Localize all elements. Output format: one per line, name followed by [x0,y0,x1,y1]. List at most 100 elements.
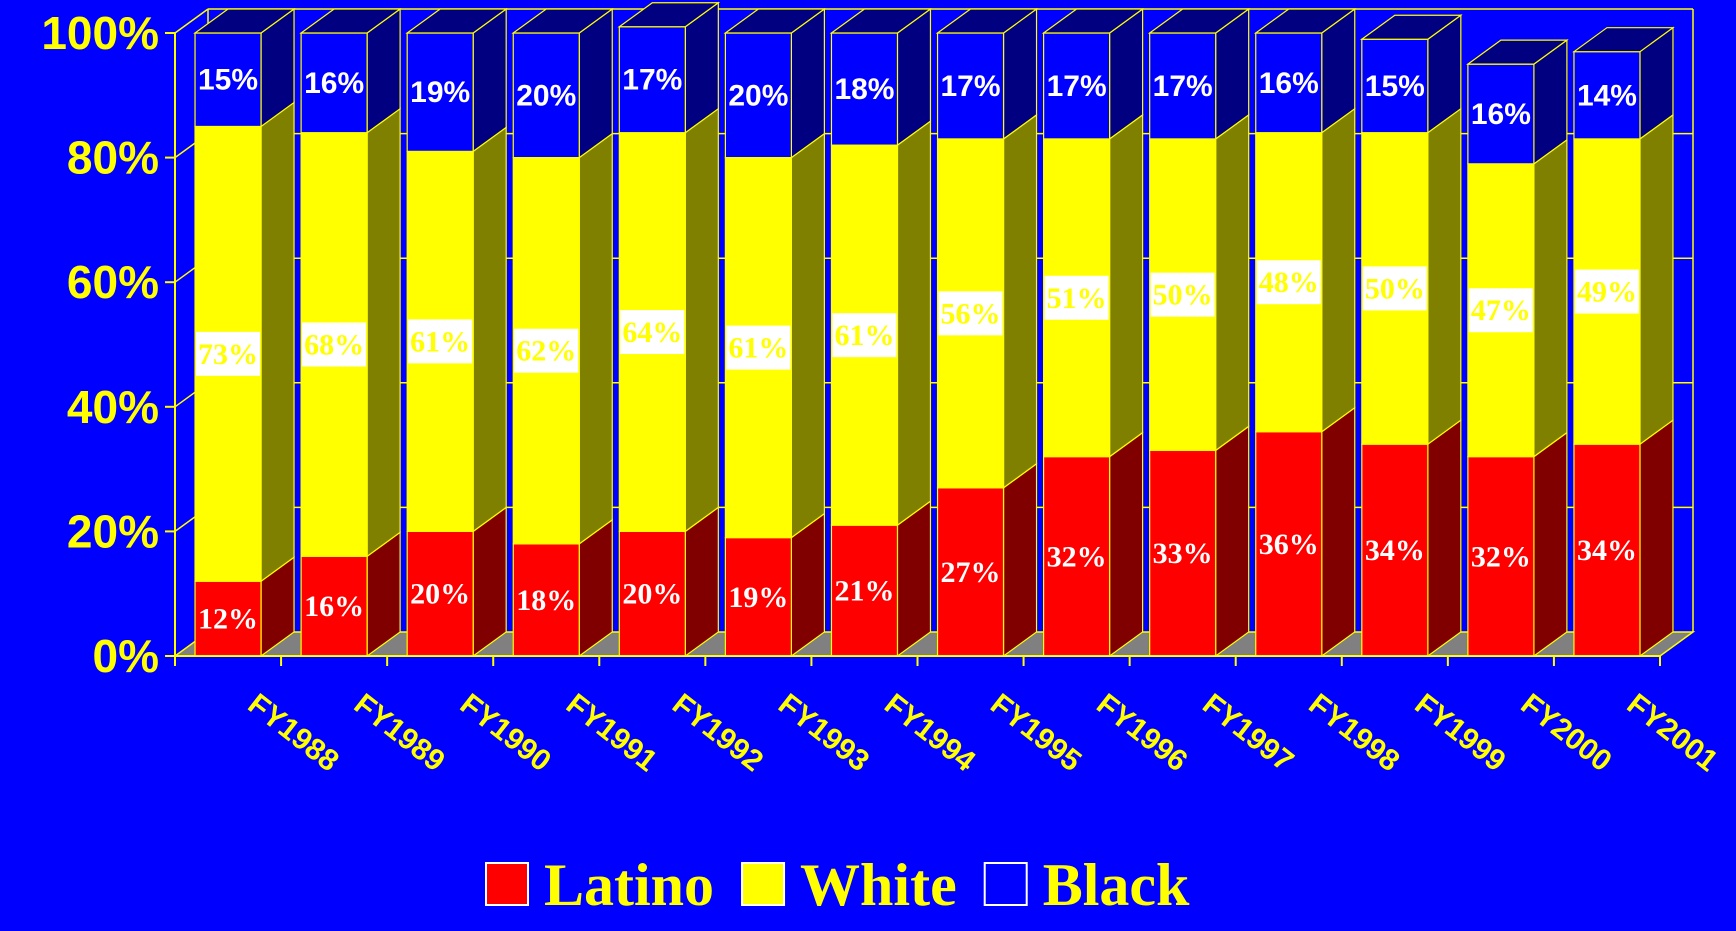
x-tick-label: FY2000 [1515,688,1618,779]
bar-black [512,32,580,159]
bar-top [617,2,721,28]
data-label-latino: 32% [1471,540,1531,573]
data-label-box-white [408,319,473,364]
legend: Latino White Black [485,852,1190,918]
bar-side-white [1002,113,1038,489]
bar-side-latino [1321,406,1356,658]
bar-latino [1467,456,1535,657]
data-label-black: 16% [304,67,364,100]
bar-side-latino [1533,431,1568,658]
legend-swatch-white [741,862,786,906]
x-tick-label: FY1994 [878,688,981,779]
bar-latino [1573,443,1641,657]
bar-top [511,8,615,34]
data-label-latino: 34% [1577,534,1637,567]
x-tick-label: FY1997 [1196,688,1299,779]
bar-side-white [366,107,401,558]
gridline-side [174,8,209,34]
data-label-white: 48% [1259,266,1319,299]
bar-side-white [1215,113,1250,452]
data-label-latino: 32% [1047,540,1107,573]
data-label-latino: 12% [198,603,258,636]
bar-side-white [578,132,613,546]
y-axis: 0% 20% 40% 60% 80% 100% [41,7,176,682]
data-label-white: 64% [622,316,682,349]
bar-side-black [578,7,613,159]
data-label-box-white [1362,266,1427,311]
y-tick-label: 60% [67,256,159,308]
x-axis: FY1988 FY1989 FY1990 FY1991 FY1992 FY1993 FY19… [174,655,1724,779]
bar-black [300,32,368,134]
bar-stack-FY2000: 32% 47% 16% [1466,38,1569,658]
bar-latino [406,530,474,657]
data-label-latino: 20% [410,578,470,611]
bar-black [406,32,474,152]
data-label-black: 15% [198,64,258,97]
bar-black [194,32,262,128]
data-label-white: 62% [516,335,576,368]
bar-stack-FY1994: 21% 61% 18% [829,7,933,658]
legend-label-black: Black [1043,852,1190,918]
bars: 12% 73% 15% 16% 68% 16% 20% 61% 19% 18% 62% 20% 20% 6… [193,1,1675,658]
data-label-black: 17% [1153,70,1213,103]
bar-top [1041,8,1145,34]
bar-top [1147,8,1251,34]
bar-stack-FY1990: 20% 61% 19% [405,7,509,658]
data-label-black: 17% [1047,70,1107,103]
bar-side-white [1109,113,1144,458]
x-tick-label: FY1996 [1090,688,1193,779]
data-label-black: 16% [1259,67,1319,100]
data-label-latino: 18% [516,584,576,617]
bar-stack-FY1991: 18% 62% 20% [511,7,615,658]
data-label-box-white [726,325,791,370]
bar-side-black [790,7,825,159]
bar-stack-FY1989: 16% 68% 16% [299,7,402,658]
data-label-black: 20% [516,79,576,112]
y-tick-label: 40% [67,381,159,433]
bar-side-white [1321,107,1356,433]
y-tick-label: 80% [67,132,159,184]
data-label-black: 15% [1365,70,1425,103]
bar-black [830,32,899,146]
data-label-white: 61% [410,325,470,358]
data-label-box-white [196,331,261,376]
bar-top [935,8,1039,34]
data-label-white: 47% [1471,294,1531,327]
floor-plane [172,631,1696,657]
bar-stack-FY1992: 20% 64% 17% [617,1,721,658]
data-label-latino: 19% [728,581,788,614]
bar-side-latino [1427,419,1462,658]
bar-side-latino [1639,419,1674,658]
bar-latino [194,580,262,657]
bar-black [1573,51,1641,140]
bar-latino [830,524,899,657]
bar-top [723,8,827,34]
data-label-white: 51% [1047,282,1107,315]
x-tick-label: FY1995 [984,688,1087,779]
bar-stack-FY1995: 27% 56% 17% [935,7,1039,658]
bar-latino [1361,443,1429,657]
bar-side-latino [1002,462,1038,658]
y-tick-label: 0% [93,630,159,682]
bar-black [618,26,686,134]
data-label-box-white [1574,269,1639,314]
bar-black [936,32,1005,140]
x-tick-label: FY1999 [1409,688,1512,779]
x-tick-label: FY1992 [666,688,769,779]
bar-side-white [896,119,932,527]
data-label-latino: 20% [622,578,682,611]
x-tick-label: FY1988 [242,688,345,779]
data-label-box-white [1468,288,1533,333]
bar-latino [300,555,368,657]
bar-latino [512,543,580,657]
y-tick-label: 20% [67,505,159,557]
data-label-white: 50% [1153,279,1213,312]
data-label-latino: 34% [1365,534,1425,567]
bar-side-white [790,132,825,539]
data-label-black: 14% [1577,79,1637,112]
x-tick-label: FY1990 [454,688,557,779]
data-label-black: 16% [1471,98,1531,131]
data-label-white: 56% [941,297,1001,330]
bar-latino [1043,456,1111,657]
